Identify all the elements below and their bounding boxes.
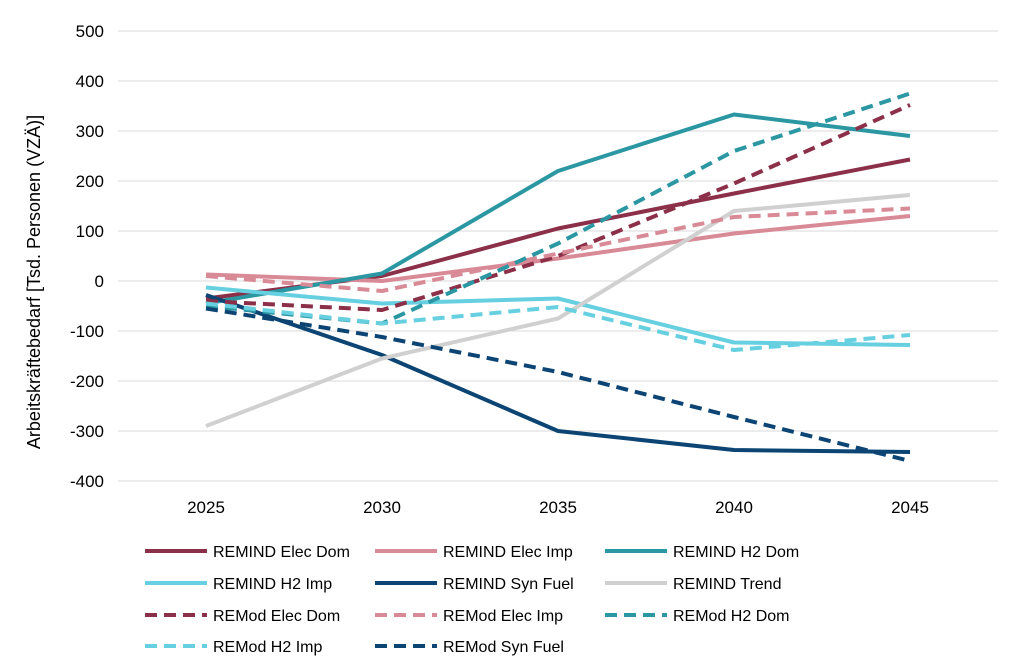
legend-label: REMIND Elec Imp — [443, 544, 573, 561]
legend-label: REMIND Syn Fuel — [443, 576, 574, 593]
series-line — [205, 112, 911, 306]
legend: REMIND Elec Dom REMIND Elec Imp REMIND H2 … — [145, 544, 799, 656]
series-line — [205, 193, 911, 428]
legend-label: REMIND Trend — [673, 576, 781, 593]
y-axis-title: Arbeitskräftebedarf [Tsd. Personen (VZÄ)… — [24, 115, 44, 449]
y-tick-label: 300 — [76, 122, 104, 141]
x-tick-label: 2045 — [891, 498, 929, 517]
y-tick-label: -400 — [70, 472, 104, 491]
legend-label: REMIND Elec Dom — [213, 544, 350, 561]
x-tick-label: 2035 — [539, 498, 577, 517]
y-tick-label: 400 — [76, 72, 104, 91]
legend-label: REMod Elec Dom — [213, 608, 340, 625]
legend-label: REMod Elec Imp — [443, 608, 563, 625]
gridlines — [118, 30, 998, 482]
legend-label: REMod H2 Imp — [213, 639, 322, 656]
x-tick-label: 2030 — [363, 498, 401, 517]
legend-label: REMIND H2 Imp — [213, 576, 332, 593]
y-axis-ticks: 500 400 300 200 100 0 -100 -200 -300 -400 — [70, 22, 104, 491]
y-tick-label: 0 — [95, 272, 104, 291]
y-tick-label: -300 — [70, 422, 104, 441]
y-tick-label: -100 — [70, 322, 104, 341]
y-tick-label: 100 — [76, 222, 104, 241]
series-line — [205, 293, 911, 454]
series-line — [205, 103, 911, 312]
series-lines — [205, 91, 911, 463]
y-tick-label: -200 — [70, 372, 104, 391]
series-line — [205, 306, 911, 463]
legend-label: REMod H2 Dom — [673, 608, 789, 625]
y-tick-label: 500 — [76, 22, 104, 41]
series-line — [205, 301, 911, 352]
y-tick-label: 200 — [76, 172, 104, 191]
x-tick-label: 2025 — [187, 498, 225, 517]
x-axis-ticks: 2025 2030 2035 2040 2045 — [187, 498, 929, 517]
legend-label: REMod Syn Fuel — [443, 639, 564, 656]
x-tick-label: 2040 — [715, 498, 753, 517]
series-line — [205, 214, 911, 283]
series-line — [205, 206, 911, 293]
legend-label: REMIND H2 Dom — [673, 544, 799, 561]
series-line — [205, 91, 911, 326]
